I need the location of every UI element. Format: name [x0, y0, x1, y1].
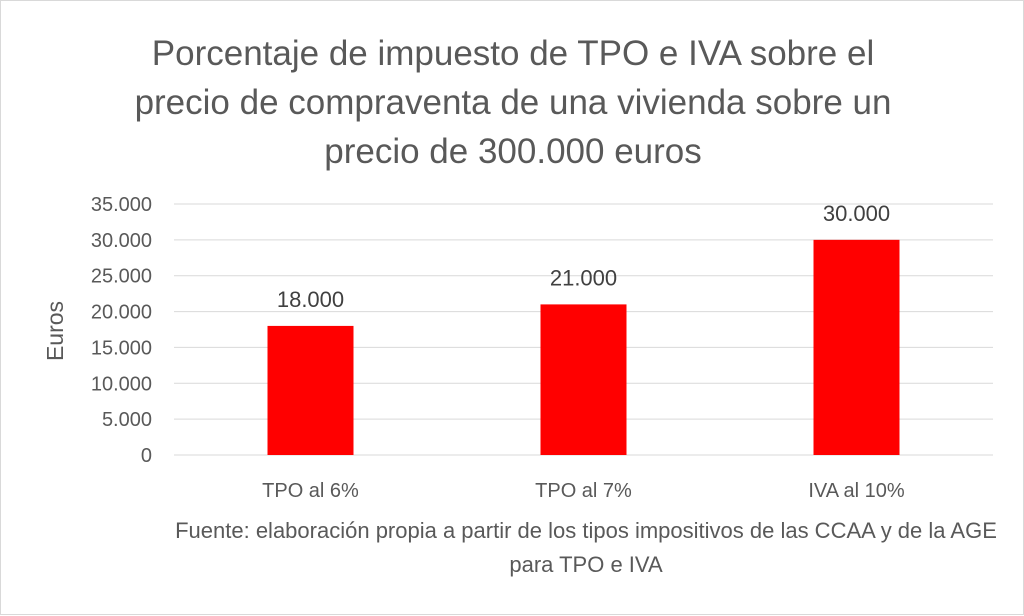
x-category-label: TPO al 6%	[262, 480, 359, 502]
bar	[267, 325, 354, 455]
y-tick-label: 5.000	[102, 409, 152, 431]
x-category-label: IVA al 10%	[808, 480, 905, 502]
chart-title: Porcentaje de impuesto de TPO e IVA sobr…	[134, 34, 892, 171]
y-tick-label: 20.000	[91, 302, 152, 324]
y-tick-label: 10.000	[91, 373, 152, 395]
bar	[813, 239, 900, 455]
y-tick-label: 35.000	[91, 194, 152, 216]
y-tick-label: 15.000	[91, 337, 152, 359]
data-label: 21.000	[550, 265, 617, 290]
y-tick-label: 30.000	[91, 230, 152, 252]
source-note: Fuente: elaboración propia a partir de l…	[175, 518, 997, 577]
x-category-label: TPO al 7%	[535, 480, 632, 502]
y-axis-title: Euros	[42, 301, 68, 361]
y-tick-label: 25.000	[91, 266, 152, 288]
data-label: 18.000	[277, 287, 344, 312]
data-label: 30.000	[823, 201, 890, 226]
x-axis-categories: TPO al 6% TPO al 7% IVA al 10%	[262, 480, 905, 502]
data-labels: 18.000 21.000 30.000	[277, 201, 890, 312]
y-tick-label: 0	[141, 445, 152, 467]
bars	[267, 239, 900, 455]
y-axis-ticks: 0 5.000 10.000 15.000 20.000 25.000 30.000 35.0…	[91, 194, 152, 467]
bar	[540, 304, 627, 455]
